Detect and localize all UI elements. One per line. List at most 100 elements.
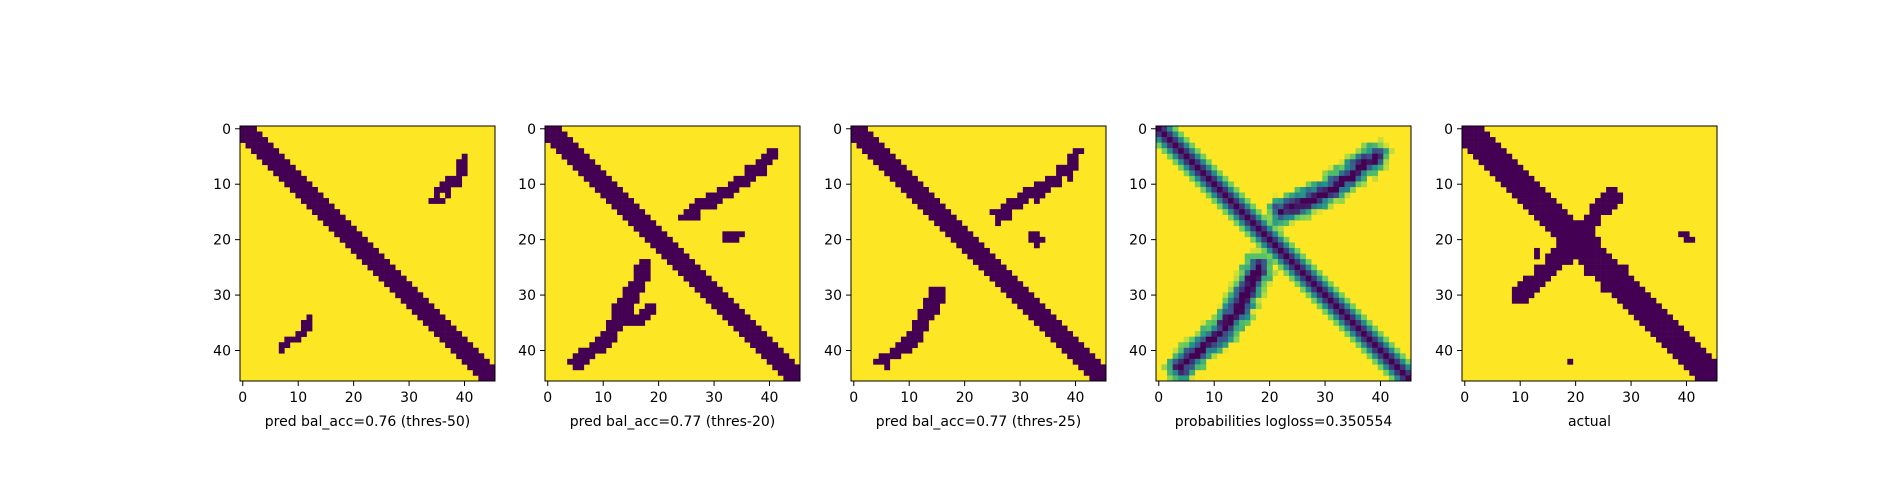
heatmap-cell [467,364,474,371]
heatmap-cell [334,209,341,215]
heatmap-cell [900,336,907,343]
heatmap-cell [461,170,468,177]
heatmap-cell [650,303,657,310]
heatmap-cell [1672,347,1679,354]
heatmap-cell [1583,242,1590,249]
heatmap-cell [744,314,751,321]
heatmap-cell [1595,253,1601,260]
heatmap-cell [1283,264,1290,271]
heatmap-cell [862,137,868,143]
heatmap-cell [1250,259,1257,265]
x-tick-label: 30 [705,390,723,406]
heatmap-cell [939,286,946,293]
heatmap-cell [1078,342,1085,349]
heatmap-cell [1178,131,1185,138]
heatmap-cell [644,231,651,238]
heatmap-cell [1372,347,1379,354]
heatmap-cell [1344,303,1351,310]
heatmap-cell [727,320,734,326]
heatmap-cell [1534,253,1540,260]
heatmap-cell [1211,170,1218,177]
heatmap-cell [923,325,929,332]
heatmap-cell [1233,270,1240,276]
heatmap-cell [1211,325,1218,332]
x-tick-label: 0 [1154,390,1163,406]
heatmap-cell [1000,214,1007,221]
heatmap-cell [1628,308,1635,315]
heatmap-cell [750,342,756,349]
heatmap-cell [672,264,679,271]
heatmap-cell [1611,198,1618,204]
heatmap-cell [1300,209,1306,215]
heatmap-cell [594,181,601,188]
heatmap-cell [622,303,629,310]
heatmap-cell [1222,331,1229,337]
heatmap-cell [1344,308,1351,315]
heatmap-cell [411,286,418,293]
heatmap-cell [1355,325,1362,332]
heatmap-cell [622,314,629,321]
heatmap-cell [1622,286,1629,293]
heatmap-cell [384,264,390,271]
heatmap-cell [578,148,585,155]
heatmap-cell [1205,342,1212,349]
heatmap-cell [1372,164,1379,171]
heatmap-cell [1272,203,1279,210]
heatmap-cell [1394,369,1401,376]
heatmap-cell [1211,186,1218,193]
heatmap-cell [1033,231,1040,238]
heatmap-cell [1022,308,1029,315]
heatmap-cell [1216,170,1223,177]
heatmap-cell [1462,142,1468,149]
heatmap-cell [911,181,918,188]
heatmap-cell [1589,236,1596,243]
heatmap-cell [622,198,629,204]
heatmap-cell [1239,220,1245,227]
heatmap-cell [1506,170,1513,177]
heatmap-cell [633,292,640,299]
heatmap-cell [1522,281,1529,288]
heatmap-cell [395,286,402,293]
x-tick-label: 0 [238,390,247,406]
heatmap-cell [1350,159,1356,166]
heatmap-cell [1484,159,1491,166]
heatmap-cell [1172,137,1179,143]
heatmap-cell [1261,220,1268,227]
heatmap-cell [295,192,302,199]
heatmap-cell [1667,320,1673,326]
heatmap-cell [1467,148,1474,155]
heatmap-cell [678,270,684,276]
heatmap-cell [1350,325,1356,332]
heatmap-cell [1239,225,1245,232]
heatmap-cell [1194,358,1201,365]
heatmap-cell [583,164,590,171]
heatmap-cell [1545,192,1551,199]
heatmap-cell [1322,175,1329,182]
heatmap-cell [1383,342,1390,349]
heatmap-cell [439,320,446,326]
heatmap-cell [895,353,902,360]
heatmap-cell [1006,281,1013,288]
heatmap-cell [1244,320,1251,326]
heatmap-cell [1233,286,1240,293]
heatmap-cell [1250,214,1257,221]
heatmap-cell [256,148,263,155]
heatmap-cell [1567,225,1574,232]
heatmap-cell [1361,148,1367,155]
heatmap-cell [317,192,324,199]
heatmap-cell [1683,231,1690,238]
heatmap-cell [1261,259,1268,265]
heatmap-cell [1650,308,1657,315]
heatmap-cell [788,369,795,376]
heatmap-cell [1556,259,1563,265]
heatmap-cell [284,164,291,171]
heatmap-cell [1517,181,1524,188]
heatmap-cell [1355,164,1362,171]
heatmap-cell [395,281,402,288]
heatmap-cell [434,308,440,315]
heatmap-cell [1216,181,1223,188]
heatmap-cell [900,181,907,188]
heatmap-cell [650,231,657,238]
heatmap-cell [1633,314,1640,321]
heatmap-cell [683,275,690,282]
